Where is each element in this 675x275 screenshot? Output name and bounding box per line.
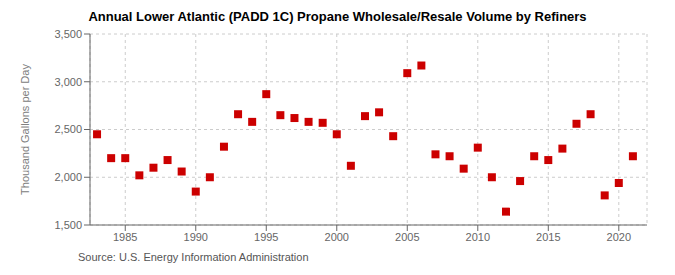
svg-text:2010: 2010 xyxy=(466,231,490,243)
svg-text:1985: 1985 xyxy=(113,231,137,243)
svg-text:1995: 1995 xyxy=(254,231,278,243)
svg-text:Thousand Gallons per Day: Thousand Gallons per Day xyxy=(19,64,31,195)
svg-text:1,500: 1,500 xyxy=(54,219,82,231)
svg-text:2005: 2005 xyxy=(395,231,419,243)
svg-text:2020: 2020 xyxy=(607,231,631,243)
html-text:Annual Lower Atlantic (PADD 1C: Annual Lower Atlantic (PADD 1C) Propane … xyxy=(88,9,587,24)
html-text:Source: U.S. Energy Informatio: Source: U.S. Energy Information Administ… xyxy=(78,251,309,263)
svg-text:1990: 1990 xyxy=(184,231,208,243)
svg-text:2000: 2000 xyxy=(325,231,349,243)
svg-text:2,000: 2,000 xyxy=(54,171,82,183)
svg-text:3,000: 3,000 xyxy=(54,76,82,88)
svg-text:3,500: 3,500 xyxy=(54,28,82,40)
svg-text:2015: 2015 xyxy=(536,231,560,243)
svg-text:2,500: 2,500 xyxy=(54,123,82,135)
